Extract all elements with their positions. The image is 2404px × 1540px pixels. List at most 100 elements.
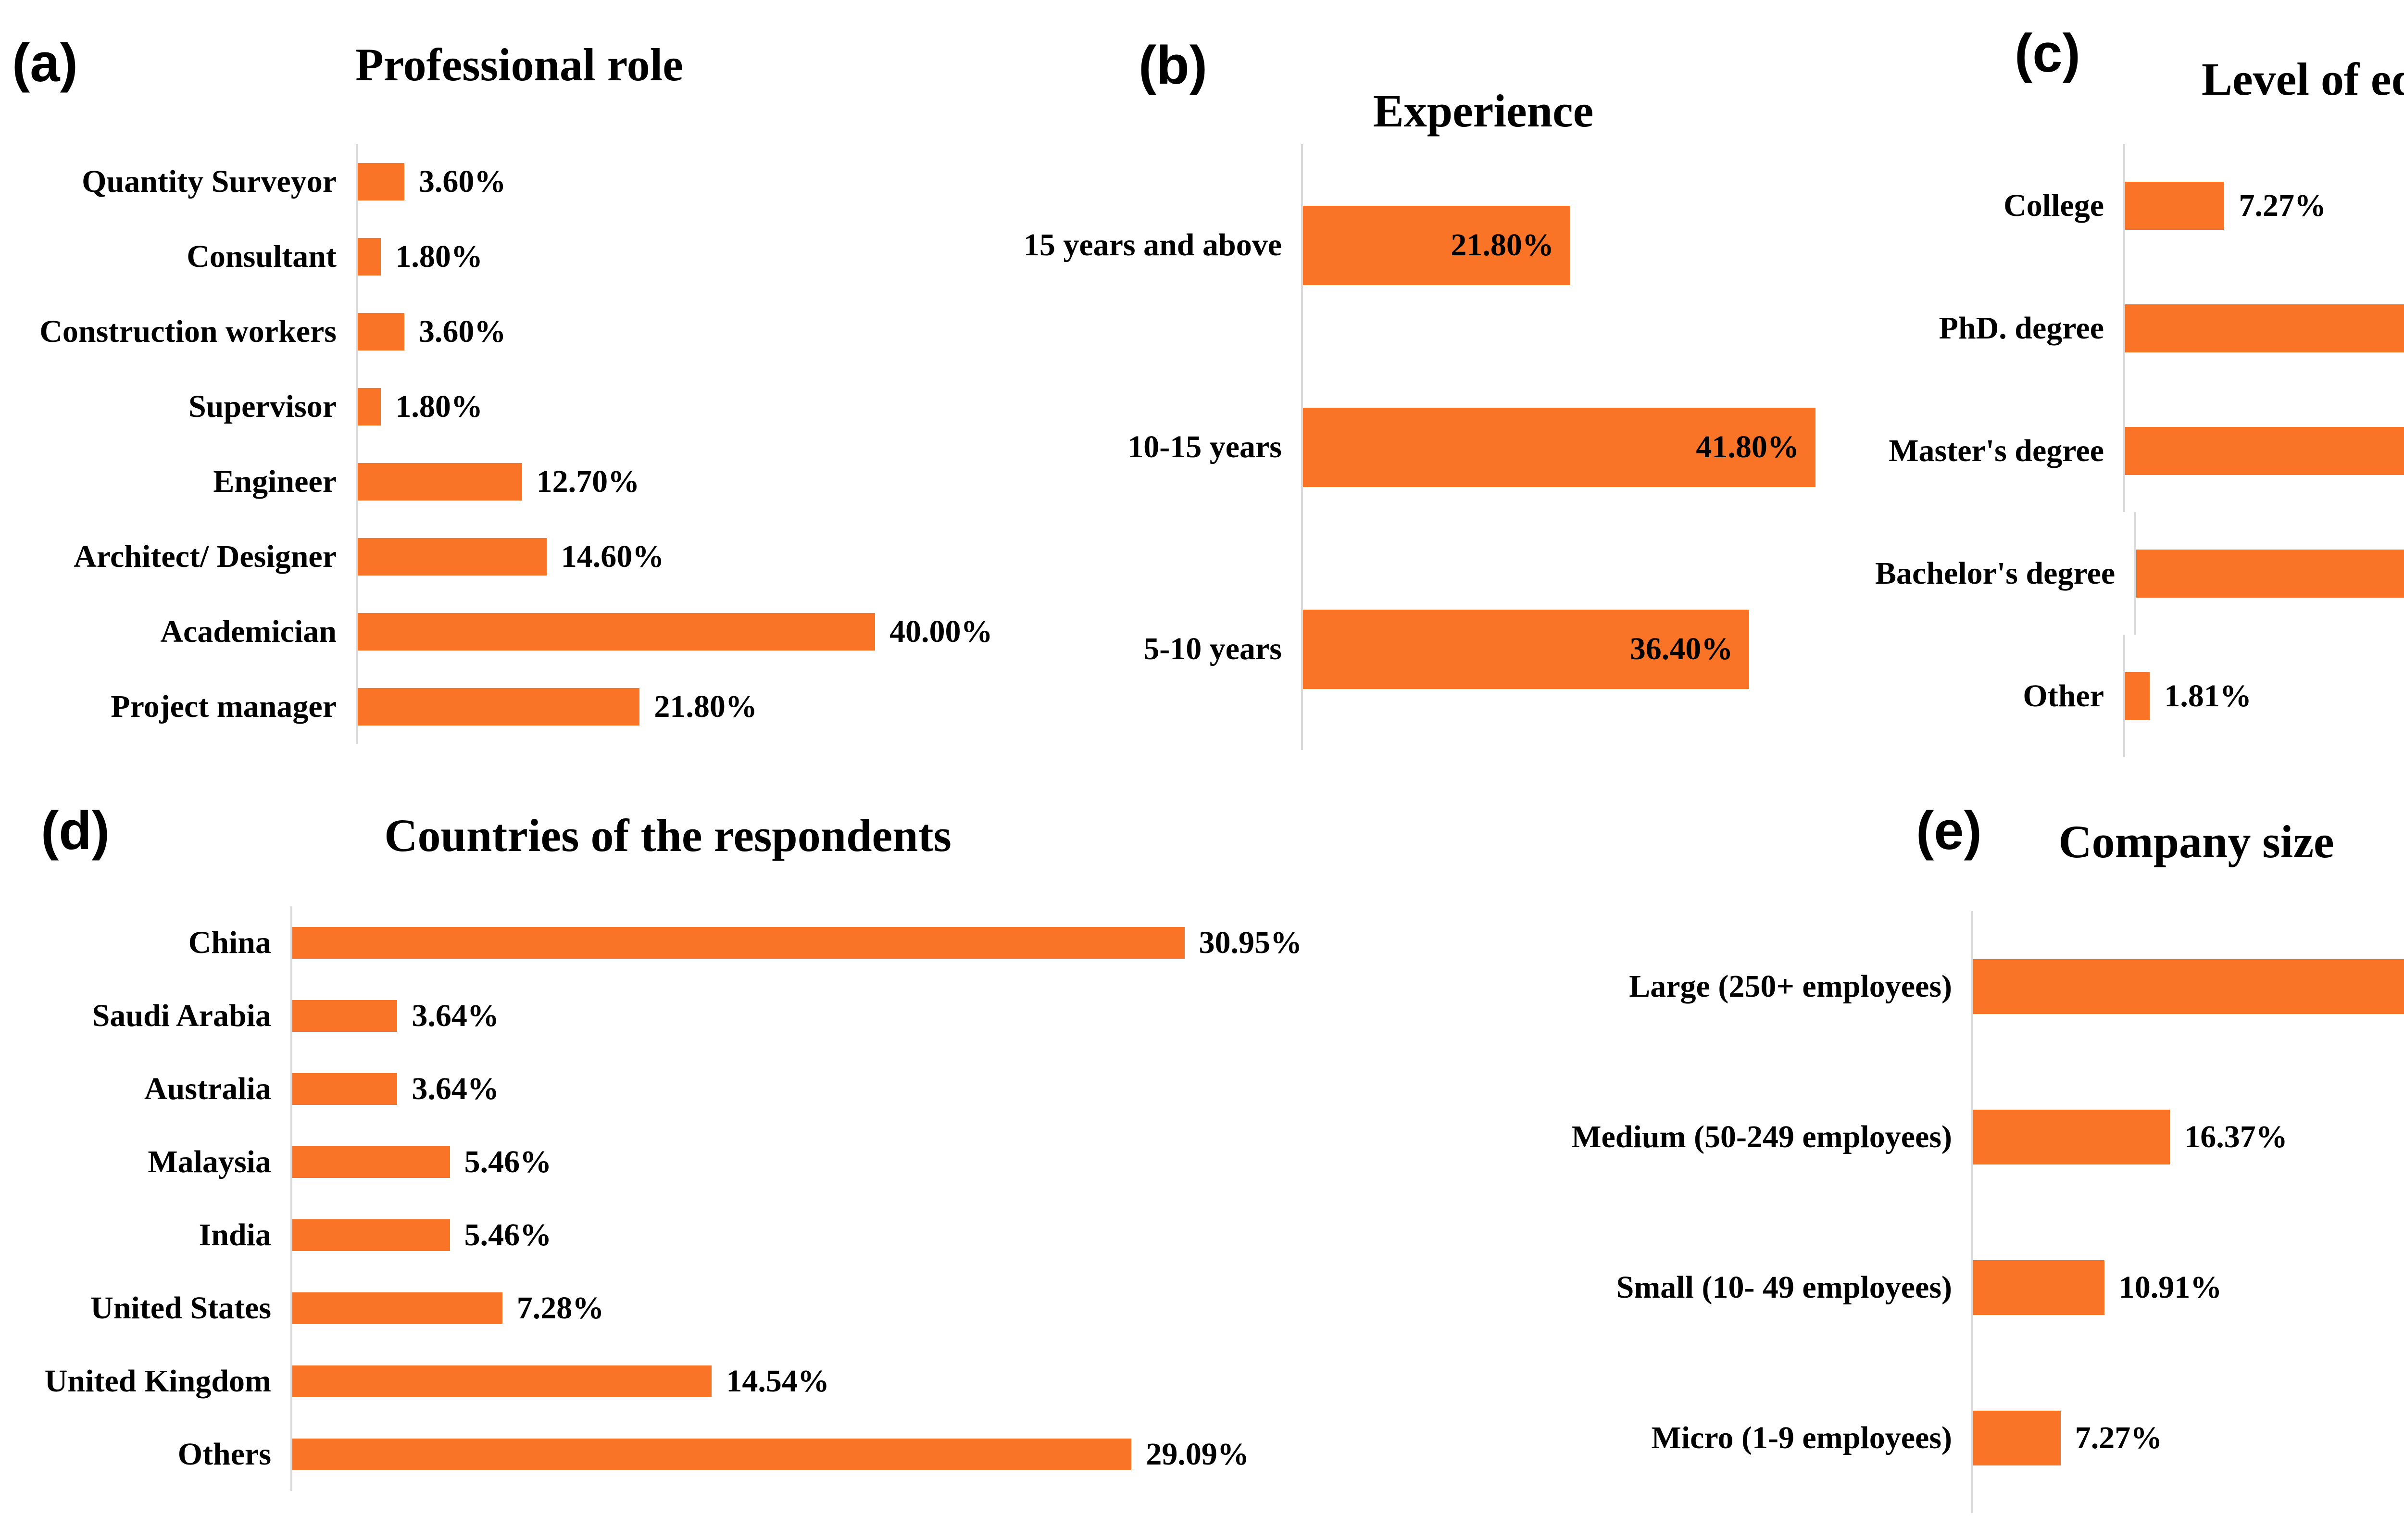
bar [2125, 304, 2404, 352]
category-label: Micro (1-9 employees) [1651, 1420, 1952, 1455]
bar-track: 10.91% [1971, 1212, 2404, 1363]
category-label: Small (10- 49 employees) [1616, 1269, 1952, 1305]
value-label: 29.09% [1146, 1437, 1249, 1472]
bar [358, 313, 404, 351]
chart-row: Large (250+ employees) 65.46% [1563, 911, 2404, 1062]
bar-track: 3.64% [290, 979, 1302, 1052]
category-label: Quantity Surveyor [82, 164, 337, 200]
value-label: 7.27% [2075, 1420, 2163, 1455]
value-label: 21.80% [1451, 227, 1554, 263]
bar-track: 30.95% [290, 906, 1302, 979]
chart-row: United States 7.28% [0, 1272, 1302, 1345]
chart-row: Architect/ Designer 14.60% [19, 519, 1004, 594]
chart-row: 15 years and above 21.80% [889, 144, 1916, 346]
chart-level-of-education: (c) Level of education College 7.27% PhD. … [1875, 0, 2404, 769]
bar [358, 163, 404, 200]
panel-letter-b: (b) [1139, 35, 1208, 95]
category-label: Saudi Arabia [92, 998, 271, 1034]
plot-area-e: Large (250+ employees) 65.46% Medium (50-2… [1563, 911, 2404, 1513]
bar-track: 1.80% [356, 369, 1004, 444]
chart-row: Malaysia 5.46% [0, 1126, 1302, 1199]
bar-track: 40.00% [356, 594, 1004, 669]
bar-track: 7.27% [1971, 1363, 2404, 1513]
bar [292, 1439, 1132, 1470]
bar [1973, 1260, 2104, 1315]
bar [1973, 1109, 2170, 1164]
chart-row: India 5.46% [0, 1199, 1302, 1272]
chart-row: Master's degree 25.46% [1875, 389, 2404, 512]
chart-row: Medium (50-249 employees) 16.37% [1563, 1062, 2404, 1212]
value-label: 41.80% [1696, 429, 1799, 464]
panel-letter-a: (a) [12, 33, 78, 93]
bar-track: 14.60% [356, 519, 1004, 594]
value-label: 5.46% [464, 1217, 552, 1252]
bar-track: 5.46% [290, 1126, 1302, 1199]
category-label: College [2003, 188, 2104, 223]
chart-title-countries: Countries of the respondents [384, 810, 952, 861]
value-label: 5.46% [464, 1144, 552, 1179]
category-label: Consultant [187, 239, 337, 275]
category-label: Malaysia [148, 1144, 271, 1180]
bar-track: 7.28% [290, 1272, 1302, 1345]
bar [2125, 426, 2404, 475]
plot-area-d: China 30.95% Saudi Arabia 3.64% Australia 3.6… [0, 906, 1302, 1491]
bar-track: 3.60% [356, 294, 1004, 369]
value-label: 14.60% [561, 539, 664, 574]
value-label: 3.64% [412, 998, 499, 1033]
category-label: Bachelor's degree [1875, 555, 2116, 591]
value-label: 1.81% [2164, 678, 2252, 714]
chart-company-size: (e) Company size Large (250+ employees) 6… [1563, 769, 2404, 1540]
category-label: Engineer [213, 464, 337, 500]
value-label: 36.40% [1629, 631, 1733, 666]
bar [358, 238, 381, 275]
bar [2125, 672, 2150, 720]
bar [292, 1000, 398, 1032]
bar-track: 3.60% [356, 144, 1004, 219]
chart-row: Consultant 1.80% [19, 219, 1004, 294]
chart-title-professional-role: Professional role [355, 39, 683, 90]
category-label: Master's degree [1889, 433, 2104, 468]
chart-row: Bachelor's degree 20.00% [1875, 512, 2404, 635]
value-label: 7.28% [516, 1290, 604, 1326]
category-label: Medium (50-249 employees) [1571, 1119, 1952, 1154]
category-label: Supervisor [188, 389, 337, 425]
chart-row: Project manager 21.80% [19, 669, 1004, 744]
value-label: 14.54% [726, 1364, 829, 1399]
category-label: Architect/ Designer [74, 539, 337, 575]
bar [358, 538, 547, 576]
bar [292, 1365, 712, 1397]
bar: 36.40% [1303, 609, 1750, 689]
chart-countries-of-respondents: (d) Countries of the respondents China 30… [0, 769, 1394, 1540]
value-label: 3.64% [412, 1071, 499, 1106]
chart-row: Others 29.09% [0, 1418, 1302, 1491]
bar [1973, 1410, 2061, 1465]
bar-track: 5.46% [290, 1199, 1302, 1272]
chart-row: Supervisor 1.80% [19, 369, 1004, 444]
bar-track: 7.27% [2123, 144, 2404, 267]
category-label: United States [90, 1290, 271, 1326]
panel-letter-d: (d) [41, 801, 110, 861]
category-label: 5-10 years [1143, 631, 1282, 667]
bar-track: 14.54% [290, 1345, 1302, 1418]
category-label: Australia [144, 1071, 271, 1107]
chart-row: China 30.95% [0, 906, 1302, 979]
panel-letter-e: (e) [1916, 801, 1982, 861]
value-label: 12.70% [536, 464, 640, 499]
chart-row: 10-15 years 41.80% [889, 346, 1916, 548]
chart-professional-role: (a) Professional role Quantity Surveyor 3… [0, 0, 1125, 769]
value-label: 30.95% [1199, 925, 1302, 960]
bar-track: 1.80% [356, 219, 1004, 294]
bar-track: 25.46% [2123, 389, 2404, 512]
value-label: 7.27% [2239, 188, 2326, 223]
bar [292, 1292, 502, 1324]
value-label: 1.80% [395, 389, 483, 424]
bar-track: 45.46% [2123, 267, 2404, 389]
bar [358, 388, 381, 426]
bar [358, 613, 875, 651]
value-label: 16.37% [2184, 1119, 2288, 1154]
bar-track: 16.37% [1971, 1062, 2404, 1212]
bar-track: 65.46% [1971, 911, 2404, 1062]
bar-track: 21.80% [356, 669, 1004, 744]
chart-row: Small (10- 49 employees) 10.91% [1563, 1212, 2404, 1363]
